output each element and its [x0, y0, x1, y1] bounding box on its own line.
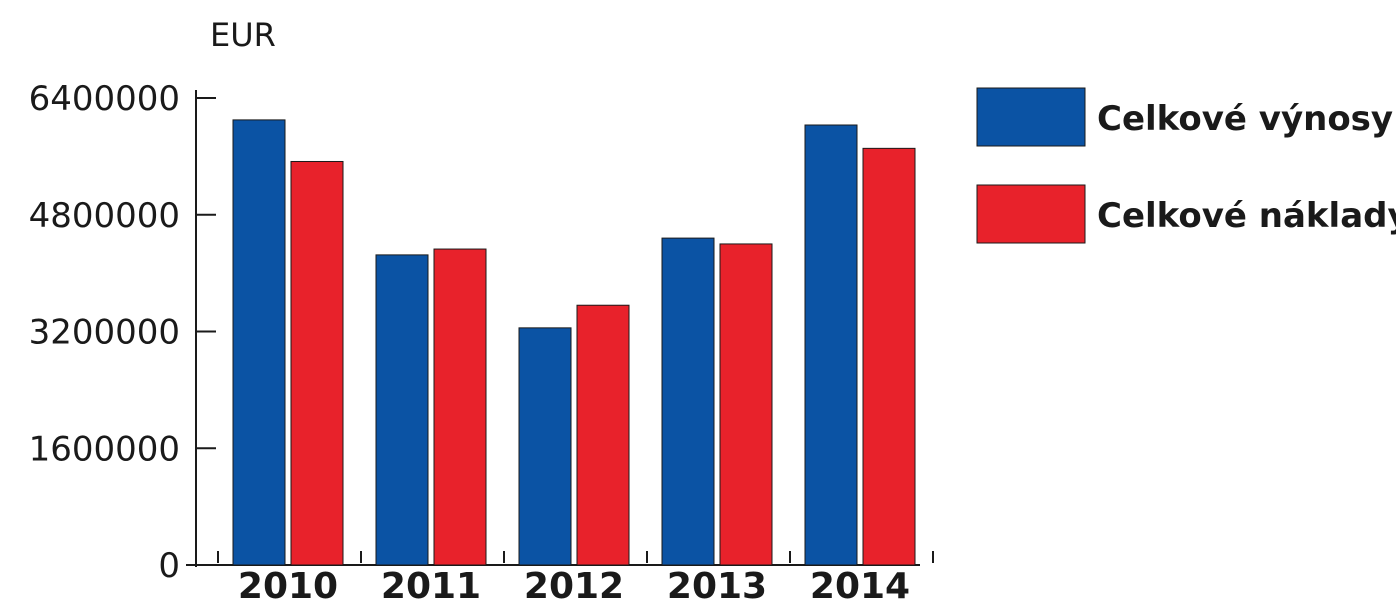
y-tick-label: 4800000 [29, 196, 180, 236]
x-category-label: 2013 [667, 566, 767, 602]
x-category-label: 2011 [381, 566, 481, 602]
legend-swatch-vynosy [976, 87, 1086, 147]
bar-naklady-2014 [862, 147, 916, 566]
bars [232, 119, 916, 566]
y-axis-unit-label: EUR [210, 16, 276, 54]
bar-naklady-2010 [290, 160, 344, 566]
legend-label-vynosy: Celkové výnosy [1097, 99, 1393, 139]
bar-naklady-2012 [576, 304, 630, 566]
y-tick-label: 3200000 [29, 313, 180, 353]
y-tick-label: 0 [158, 546, 180, 586]
bar-vynosy-2010 [232, 119, 286, 566]
x-axis-labels: 2010 2011 2012 2013 2014 [238, 566, 910, 602]
y-tick-label: 6400000 [29, 79, 180, 119]
bar-naklady-2013 [719, 243, 773, 566]
legend: Celkové výnosy Celkové náklady [976, 87, 1396, 244]
bar-naklady-2011 [433, 248, 487, 566]
x-category-label: 2014 [810, 566, 910, 602]
x-category-label: 2010 [238, 566, 338, 602]
bar-vynosy-2014 [804, 124, 858, 566]
x-category-label: 2012 [524, 566, 624, 602]
bar-vynosy-2012 [518, 327, 572, 566]
y-axis-ticks: 0 1600000 3200000 4800000 6400000 [29, 79, 216, 586]
bar-vynosy-2011 [375, 254, 429, 566]
legend-label-naklady: Celkové náklady [1097, 196, 1396, 236]
bar-vynosy-2013 [661, 237, 715, 566]
legend-swatch-naklady [976, 184, 1086, 244]
y-tick-label: 1600000 [29, 429, 180, 469]
